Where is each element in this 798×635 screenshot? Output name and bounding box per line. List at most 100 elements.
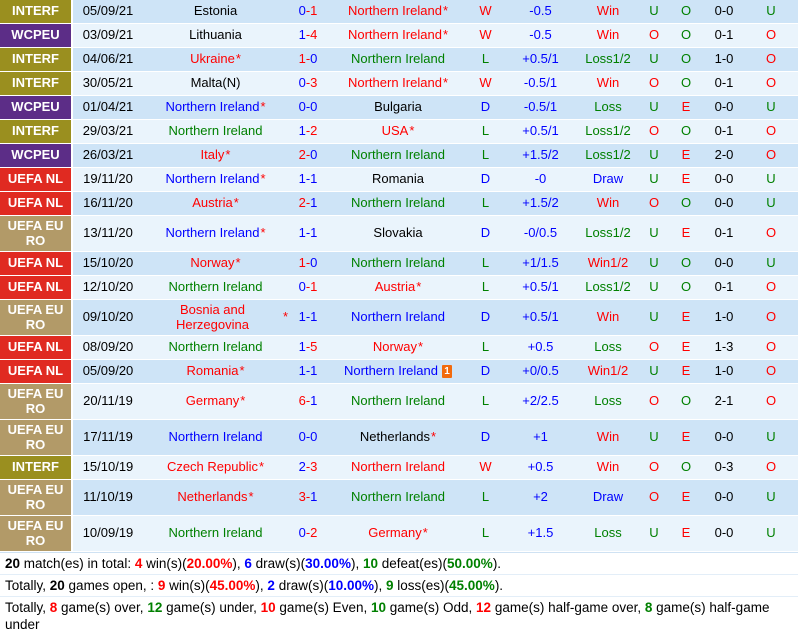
fulltime-score: 0-1 — [288, 276, 328, 299]
home-team: Northern Ireland * — [143, 96, 288, 119]
fulltime-score: 2-0 — [288, 144, 328, 167]
match-row: INTERF 29/03/21 Northern Ireland 1-2 USA… — [0, 120, 798, 144]
result-letter: W — [479, 459, 492, 475]
summary-segment: 4 — [134, 556, 143, 571]
handicap-value: +1.5 — [527, 525, 554, 541]
match-date: 15/10/20 — [82, 255, 134, 271]
home-team-name: Northern Ireland — [165, 99, 260, 115]
handicap-value: -0.5/1 — [523, 99, 558, 115]
summary-segment: loss(es)( — [393, 578, 450, 593]
home-team: Northern Ireland — [143, 120, 288, 143]
favorite-star-icon: * — [260, 225, 266, 241]
score-dash: - — [305, 75, 311, 91]
result-letter: W — [479, 75, 492, 91]
away-team: Netherlands * — [328, 420, 468, 455]
match-row: INTERF 04/06/21 Ukraine * 1-0 Northern Ir… — [0, 48, 798, 72]
home-team-name: Austria — [192, 195, 233, 211]
competition-badge: WCPEU — [0, 144, 73, 167]
match-date: 30/05/21 — [82, 75, 134, 91]
away-team: Northern Ireland — [328, 48, 468, 71]
halftime-over-under-result: U — [766, 99, 776, 115]
fulltime-score: 1-0 — [288, 252, 328, 275]
favorite-star-icon: * — [442, 75, 448, 91]
home-team-name: Germany — [185, 393, 240, 409]
summary-segment: 10.00% — [328, 578, 374, 593]
away-goals: 4 — [310, 27, 318, 43]
summary-segment: 6 — [244, 556, 252, 571]
away-team: Bulgaria — [328, 96, 468, 119]
summary-line: Totally, 20 games open, : 9 win(s)(45.00… — [0, 575, 798, 597]
result-letter: D — [480, 429, 491, 445]
over-under-result: U — [649, 429, 659, 445]
home-goals: 3 — [298, 489, 306, 505]
odd-even-result: E — [681, 225, 691, 241]
halftime-over-under-result: O — [765, 309, 777, 325]
competition-badge: INTERF — [0, 120, 73, 143]
halftime-score: 0-0 — [714, 3, 734, 19]
home-team: Lithuania — [143, 24, 288, 47]
away-goals: 5 — [310, 339, 318, 355]
halftime-over-under-result: O — [765, 27, 777, 43]
home-goals: 1 — [298, 27, 306, 43]
halftime-score: 1-0 — [714, 51, 734, 67]
handicap-value: -0/0.5 — [523, 225, 558, 241]
favorite-star-icon: * — [235, 255, 241, 271]
match-row: WCPEU 03/09/21 Lithuania 1-4 Northern Ir… — [0, 24, 798, 48]
result-letter: W — [479, 3, 492, 19]
home-team: Italy * — [143, 144, 288, 167]
match-date: 20/11/19 — [83, 393, 133, 409]
score-dash: - — [305, 339, 311, 355]
home-team-name: Lithuania — [189, 27, 242, 43]
home-team-name: Netherlands — [177, 489, 248, 505]
away-team-name: Norway — [372, 339, 417, 355]
match-row: WCPEU 26/03/21 Italy * 2-0 Northern Irela… — [0, 144, 798, 168]
home-goals: 0 — [298, 525, 306, 541]
halftime-score: 0-1 — [714, 123, 734, 139]
head-to-head-table: INTERF 05/09/21 Estonia 0-1 Northern Ire… — [0, 0, 798, 552]
halftime-over-under-result: O — [765, 393, 777, 409]
home-team: Northern Ireland * — [143, 216, 288, 251]
halftime-score: 0-0 — [714, 99, 734, 115]
home-goals: 1 — [298, 363, 306, 379]
odd-even-result: O — [680, 3, 692, 19]
halftime-over-under-result: O — [765, 75, 777, 91]
handicap-outcome: Win — [596, 195, 620, 211]
match-row: INTERF 30/05/21 Malta(N) 0-3 Northern Ir… — [0, 72, 798, 96]
home-team: Northern Ireland * — [143, 168, 288, 191]
away-goals: 3 — [310, 75, 318, 91]
match-date: 09/10/20 — [82, 309, 134, 325]
away-goals: 1 — [310, 393, 318, 409]
away-team: Northern Ireland — [328, 456, 468, 479]
match-row: WCPEU 01/04/21 Northern Ireland * 0-0 Bul… — [0, 96, 798, 120]
score-dash: - — [305, 255, 311, 271]
over-under-result: O — [648, 195, 660, 211]
odd-even-result: E — [681, 171, 691, 187]
away-team: Northern Ireland — [328, 192, 468, 215]
summary-segment: 20 — [5, 556, 21, 571]
over-under-result: U — [649, 255, 659, 271]
odd-even-result: O — [680, 75, 692, 91]
competition-badge: WCPEU — [0, 24, 73, 47]
halftime-score: 0-1 — [714, 225, 734, 241]
halftime-score: 0-0 — [714, 429, 734, 445]
handicap-value: -0 — [534, 171, 547, 187]
handicap-outcome: Loss1/2 — [585, 123, 631, 139]
result-letter: L — [481, 279, 490, 295]
summary-segment: 9 — [385, 578, 394, 593]
match-row: UEFA NL 16/11/20 Austria * 2-1 Northern I… — [0, 192, 798, 216]
away-team: Norway * — [328, 336, 468, 359]
halftime-score: 2-0 — [714, 147, 734, 163]
summary-segment: ). — [494, 578, 504, 593]
over-under-result: U — [649, 171, 659, 187]
home-goals: 0 — [298, 3, 306, 19]
summary-segment: win(s)( — [142, 556, 187, 571]
handicap-value: +0.5/1 — [522, 51, 559, 67]
handicap-outcome: Win1/2 — [587, 255, 629, 271]
halftime-over-under-result: U — [766, 195, 776, 211]
home-team-name: Northern Ireland — [168, 339, 263, 355]
match-date: 15/10/19 — [82, 459, 134, 475]
fulltime-score: 1-4 — [288, 24, 328, 47]
home-team-name: Northern Ireland — [165, 225, 260, 241]
result-letter: L — [481, 339, 490, 355]
home-team-name: Italy — [200, 147, 225, 163]
